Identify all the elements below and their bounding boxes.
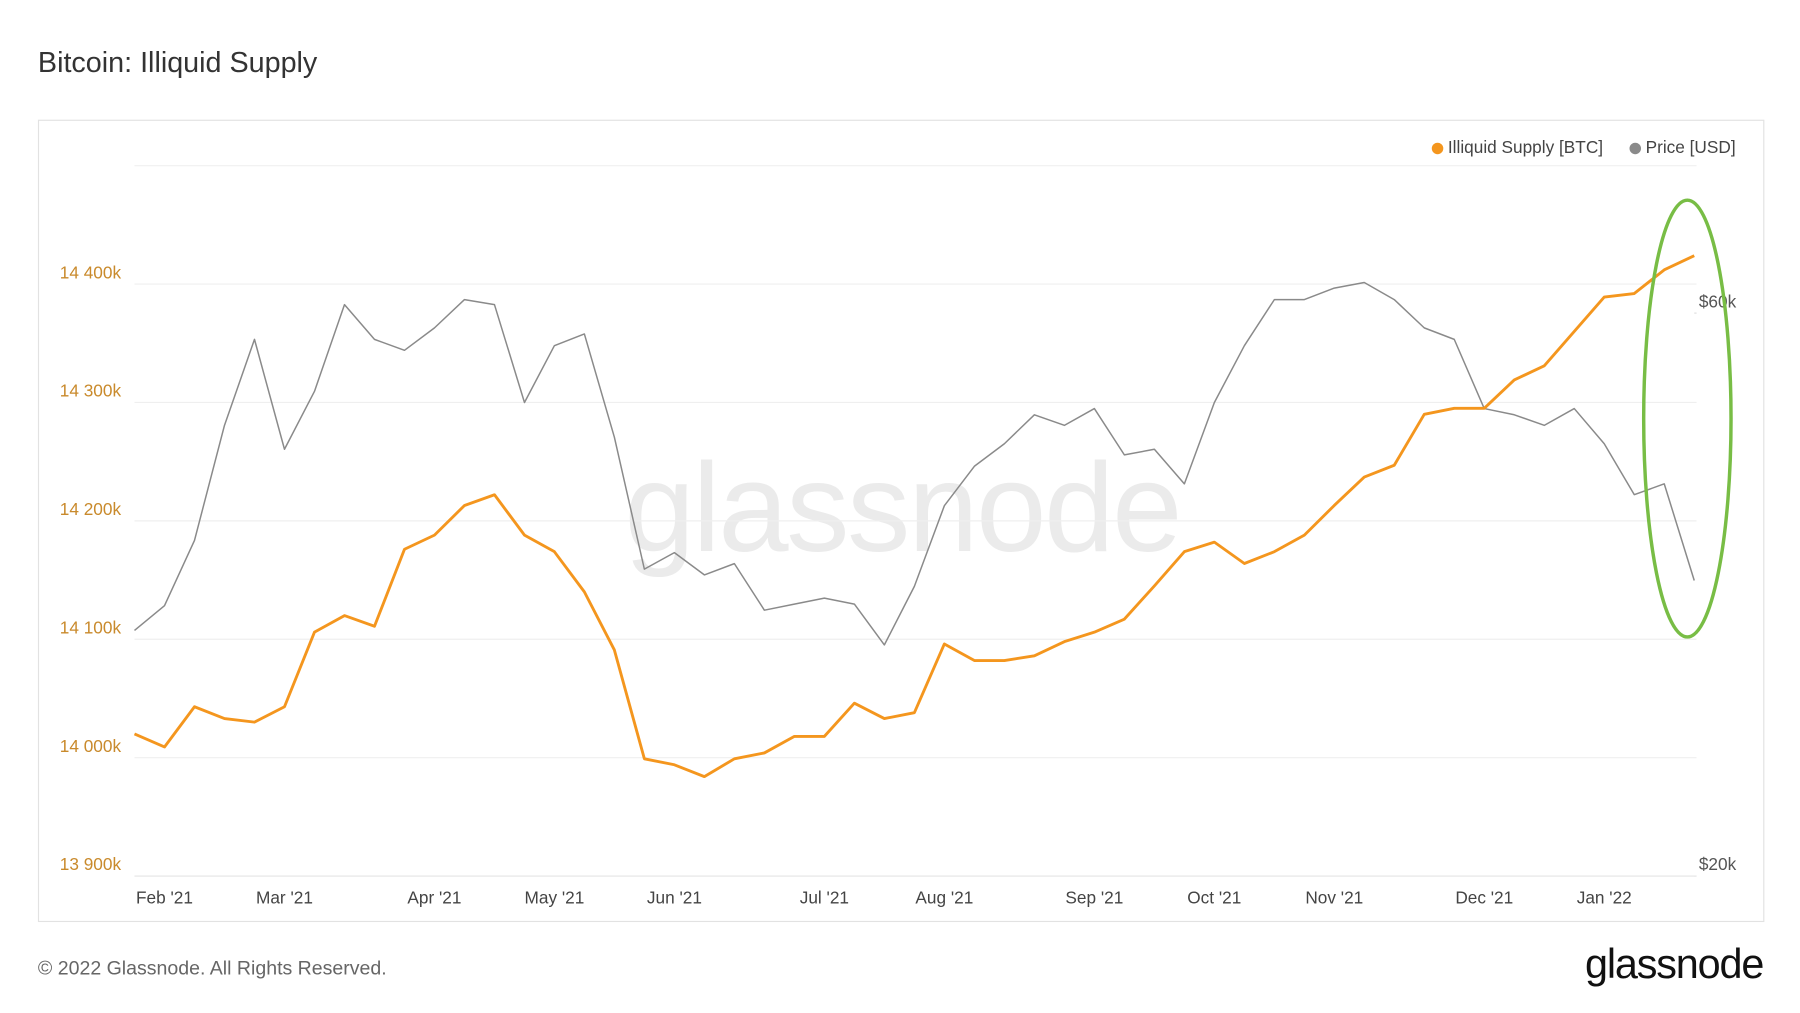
- x-tick-label: Feb '21: [136, 888, 193, 908]
- x-tick-label: Sep '21: [1065, 888, 1123, 908]
- x-tick-label: Oct '21: [1187, 888, 1241, 908]
- legend-marker: [1431, 142, 1444, 155]
- y-tick-label: 13 900k: [60, 854, 122, 874]
- legend-label: Illiquid Supply [BTC]: [1448, 137, 1603, 157]
- x-tick-label: Aug '21: [915, 888, 973, 908]
- series-line: [134, 281, 1695, 646]
- x-tick-label: May '21: [525, 888, 585, 908]
- x-tick-label: Apr '21: [407, 888, 461, 908]
- y-tick-label: 14 400k: [60, 262, 122, 282]
- x-tick-label: Jul '21: [800, 888, 849, 908]
- x-tick-label: Mar '21: [256, 888, 313, 908]
- y-tick-label: 14 100k: [60, 617, 122, 637]
- plot-area: 13 900k 14 000k 14 100k 14 200k 14 300k 14 40…: [60, 137, 1737, 908]
- chart-title: Bitcoin: Illiquid Supply: [38, 47, 318, 79]
- x-tick-label: Jan '22: [1577, 888, 1632, 908]
- x-tick-label: Nov '21: [1305, 888, 1363, 908]
- y2-tick-label: $20k: [1699, 854, 1737, 874]
- y-tick-label: 14 300k: [60, 381, 122, 401]
- legend-label: Price [USD]: [1646, 137, 1736, 157]
- y-tick-label: 14 000k: [60, 736, 122, 756]
- x-tick-label: Dec '21: [1455, 888, 1513, 908]
- y-tick-label: 14 200k: [60, 499, 122, 519]
- legend-marker: [1629, 142, 1642, 155]
- logo: glassnode: [1585, 941, 1763, 987]
- highlight-ellipse: [1641, 198, 1733, 639]
- watermark: glassnode: [624, 437, 1180, 578]
- x-tick-label: Jun '21: [647, 888, 702, 908]
- series-line: [133, 254, 1695, 779]
- copyright: © 2022 Glassnode. All Rights Reserved.: [38, 957, 387, 979]
- y2-tick-label: $60k: [1699, 291, 1737, 311]
